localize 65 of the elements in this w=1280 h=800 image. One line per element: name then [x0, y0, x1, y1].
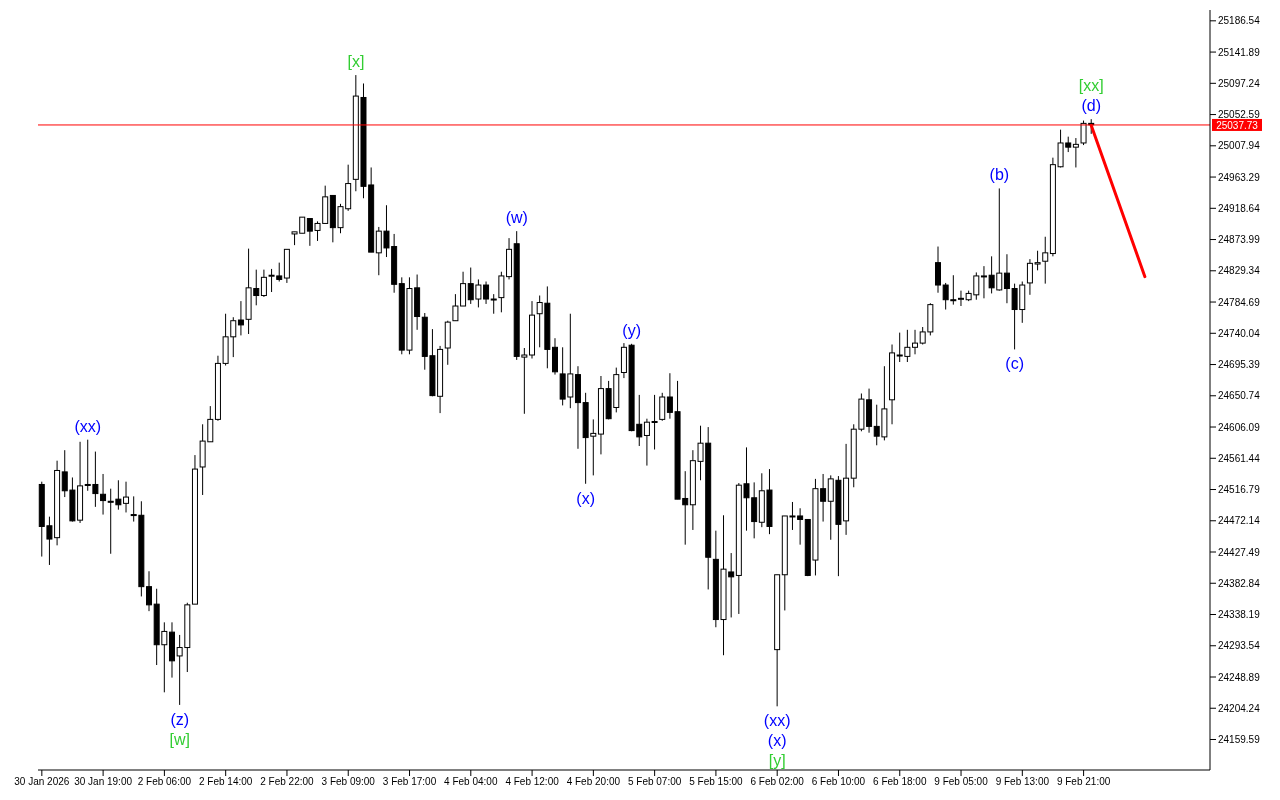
x-tick-label: 2 Feb 14:00	[198, 776, 253, 788]
x-tick-label: 3 Feb 09:00	[321, 776, 376, 788]
y-tick-label: 24248.89	[1218, 671, 1261, 683]
candlestick	[100, 473, 107, 516]
y-tick-label: 24338.19	[1218, 609, 1261, 621]
y-tick-label: 24650.74	[1218, 390, 1261, 402]
y-tick-label: 25007.94	[1218, 140, 1261, 152]
y-tick-label: 24159.59	[1218, 734, 1261, 746]
annotation: (y)	[622, 321, 641, 339]
y-tick-label: 24740.04	[1218, 327, 1261, 339]
x-tick-label: 4 Feb 20:00	[566, 776, 621, 788]
x-tick-label: 9 Feb 13:00	[995, 776, 1050, 788]
x-tick-label: 9 Feb 05:00	[934, 776, 989, 788]
y-tick-label: 24472.14	[1218, 515, 1261, 527]
y-tick-label: 24204.24	[1218, 702, 1261, 714]
annotation: (x)	[767, 732, 787, 750]
y-tick-label: 24695.39	[1218, 359, 1261, 371]
ref-line-label: 25037.73	[1216, 119, 1259, 131]
annotation: (w)	[505, 209, 528, 227]
x-tick-label: 4 Feb 04:00	[444, 776, 498, 788]
x-tick-label: 6 Feb 10:00	[811, 776, 866, 788]
annotation: (c)	[1005, 355, 1024, 373]
y-tick-label: 24784.69	[1218, 296, 1261, 308]
x-tick-label: 9 Feb 21:00	[1056, 776, 1111, 788]
y-tick-label: 24516.79	[1218, 484, 1261, 496]
candlestick	[659, 392, 666, 422]
y-tick-label: 24606.09	[1218, 421, 1261, 433]
annotation: (d)	[1081, 97, 1102, 115]
x-tick-label: 30 Jan 19:00	[74, 776, 133, 788]
annotation: (x)	[576, 489, 596, 507]
y-tick-label: 25141.89	[1218, 46, 1261, 58]
annotation: (xx)	[763, 712, 791, 730]
y-tick-label: 24918.64	[1218, 202, 1261, 214]
y-tick-label: 24382.84	[1218, 577, 1261, 589]
candlestick	[260, 269, 267, 298]
y-tick-label: 24293.54	[1218, 640, 1261, 652]
x-tick-label: 30 Jan 2026	[14, 776, 70, 788]
y-tick-label: 25097.24	[1218, 77, 1261, 89]
annotation: [xx]	[1078, 77, 1104, 95]
y-tick-label: 24873.99	[1218, 234, 1261, 246]
y-tick-label: 25052.59	[1218, 109, 1261, 121]
x-tick-label: 5 Feb 07:00	[627, 776, 682, 788]
annotation: [w]	[169, 730, 190, 748]
candlestick	[146, 570, 153, 612]
x-tick-label: 6 Feb 02:00	[750, 776, 805, 788]
annotation: (z)	[170, 710, 190, 728]
y-tick-label: 25186.54	[1218, 15, 1261, 27]
y-tick-label: 24829.34	[1218, 265, 1261, 277]
annotation: (b)	[989, 166, 1010, 184]
annotation: [x]	[347, 53, 365, 71]
x-tick-label: 6 Feb 18:00	[873, 776, 927, 788]
y-tick-label: 24963.29	[1218, 171, 1261, 183]
x-tick-label: 2 Feb 22:00	[260, 776, 315, 788]
candlestick	[490, 293, 497, 315]
x-tick-label: 4 Feb 12:00	[505, 776, 560, 788]
candlestick	[1042, 236, 1049, 285]
candlestick	[1072, 137, 1079, 168]
candlestick	[935, 246, 941, 294]
x-tick-label: 5 Feb 15:00	[689, 776, 744, 788]
x-tick-label: 3 Feb 17:00	[382, 776, 437, 788]
annotation: (xx)	[74, 417, 102, 435]
x-tick-label: 2 Feb 06:00	[137, 776, 192, 788]
y-tick-label: 24561.44	[1218, 452, 1261, 464]
y-tick-label: 24427.49	[1218, 546, 1261, 558]
annotation: [y]	[768, 752, 786, 770]
